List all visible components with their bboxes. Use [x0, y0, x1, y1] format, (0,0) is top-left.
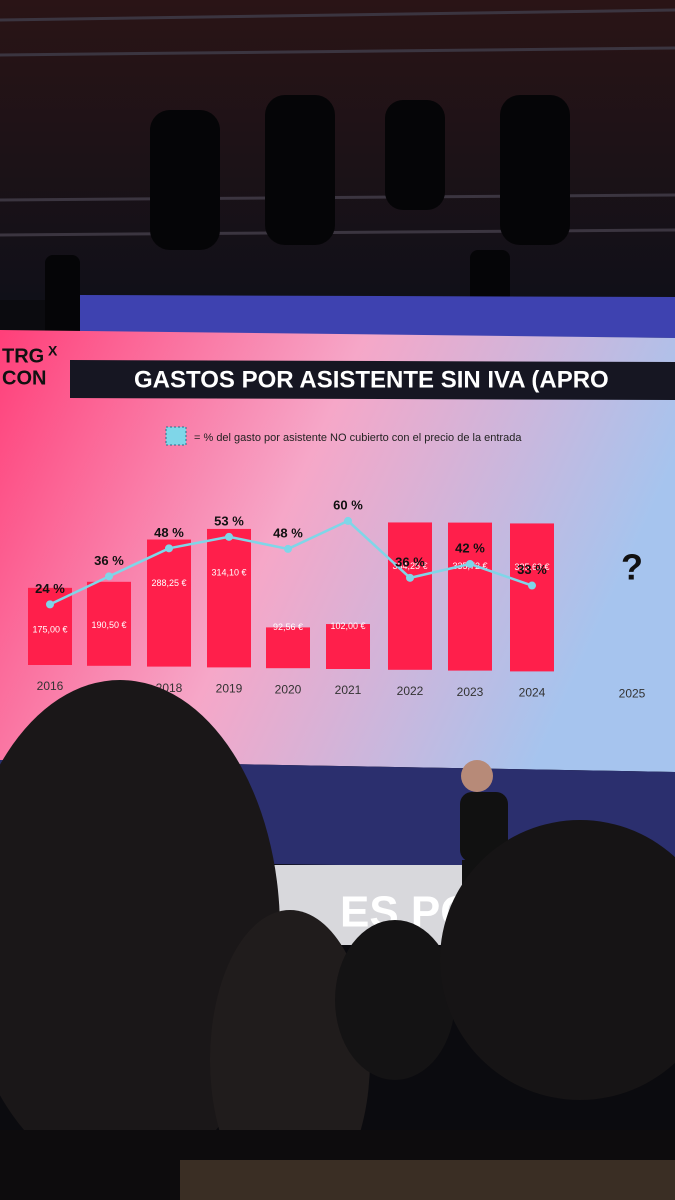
- screen-top: [80, 295, 675, 338]
- annotation: ?: [621, 547, 643, 588]
- ceiling: [0, 0, 675, 300]
- line-point: [165, 544, 173, 553]
- line-value-label: 24 %: [35, 581, 65, 596]
- line-value-label: 33 %: [517, 562, 547, 577]
- logo: X: [48, 343, 58, 359]
- bar-value-label: 190,50 €: [91, 620, 126, 630]
- bar: [87, 581, 131, 666]
- line-point: [466, 559, 474, 568]
- x-tick-label: 2025: [619, 686, 646, 700]
- bar: [448, 522, 492, 671]
- x-tick-label: 2021: [335, 683, 362, 697]
- x-tick-label: 2023: [457, 685, 484, 699]
- bar-value-label: 175,00 €: [32, 625, 67, 635]
- bar: [207, 528, 251, 668]
- bar: [147, 539, 191, 667]
- bar: [326, 624, 370, 669]
- line-point: [344, 516, 352, 525]
- line-point: [46, 600, 54, 609]
- bar: [388, 522, 432, 670]
- line-value-label: 60 %: [333, 497, 363, 512]
- x-tick-label: 2016: [37, 679, 64, 693]
- line-point: [105, 572, 113, 581]
- line-value-label: 36 %: [94, 553, 124, 568]
- logo: CON: [2, 367, 46, 389]
- x-tick-label: 2019: [216, 682, 243, 696]
- x-tick-label: 2022: [397, 684, 424, 698]
- line-point: [225, 532, 233, 541]
- chart-title: GASTOS POR ASISTENTE SIN IVA (APRO: [134, 366, 609, 393]
- bar-value-label: 288,25 €: [151, 578, 186, 588]
- line-value-label: 48 %: [154, 525, 184, 540]
- bar-value-label: 334,25 €: [392, 561, 427, 571]
- bar: [266, 627, 310, 669]
- logo: TRG: [2, 345, 44, 367]
- audience: [0, 680, 675, 1200]
- bar-value-label: 314,10 €: [211, 567, 246, 577]
- line-point: [406, 573, 414, 582]
- title-band: [70, 360, 675, 400]
- plot: 2016201720182019202020212022202320242025…: [28, 497, 646, 700]
- line-value-label: 42 %: [455, 540, 485, 555]
- legend-swatch: [165, 426, 187, 446]
- line-value-label: 53 %: [214, 513, 244, 528]
- legend-label: = % del gasto por asistente NO cubierto …: [194, 432, 522, 444]
- line-value-label: 36 %: [395, 554, 425, 569]
- x-tick-label: 2024: [519, 686, 546, 700]
- bar-value-label: 335,63 €: [514, 562, 549, 572]
- line-point: [528, 581, 536, 590]
- bar-value-label: 92,56 €: [273, 622, 303, 632]
- line-value-label: 48 %: [273, 525, 303, 540]
- line-point: [284, 544, 292, 553]
- x-tick-label: 2020: [275, 682, 302, 696]
- bar: [510, 523, 554, 672]
- bar-value-label: 102,00 €: [330, 621, 365, 631]
